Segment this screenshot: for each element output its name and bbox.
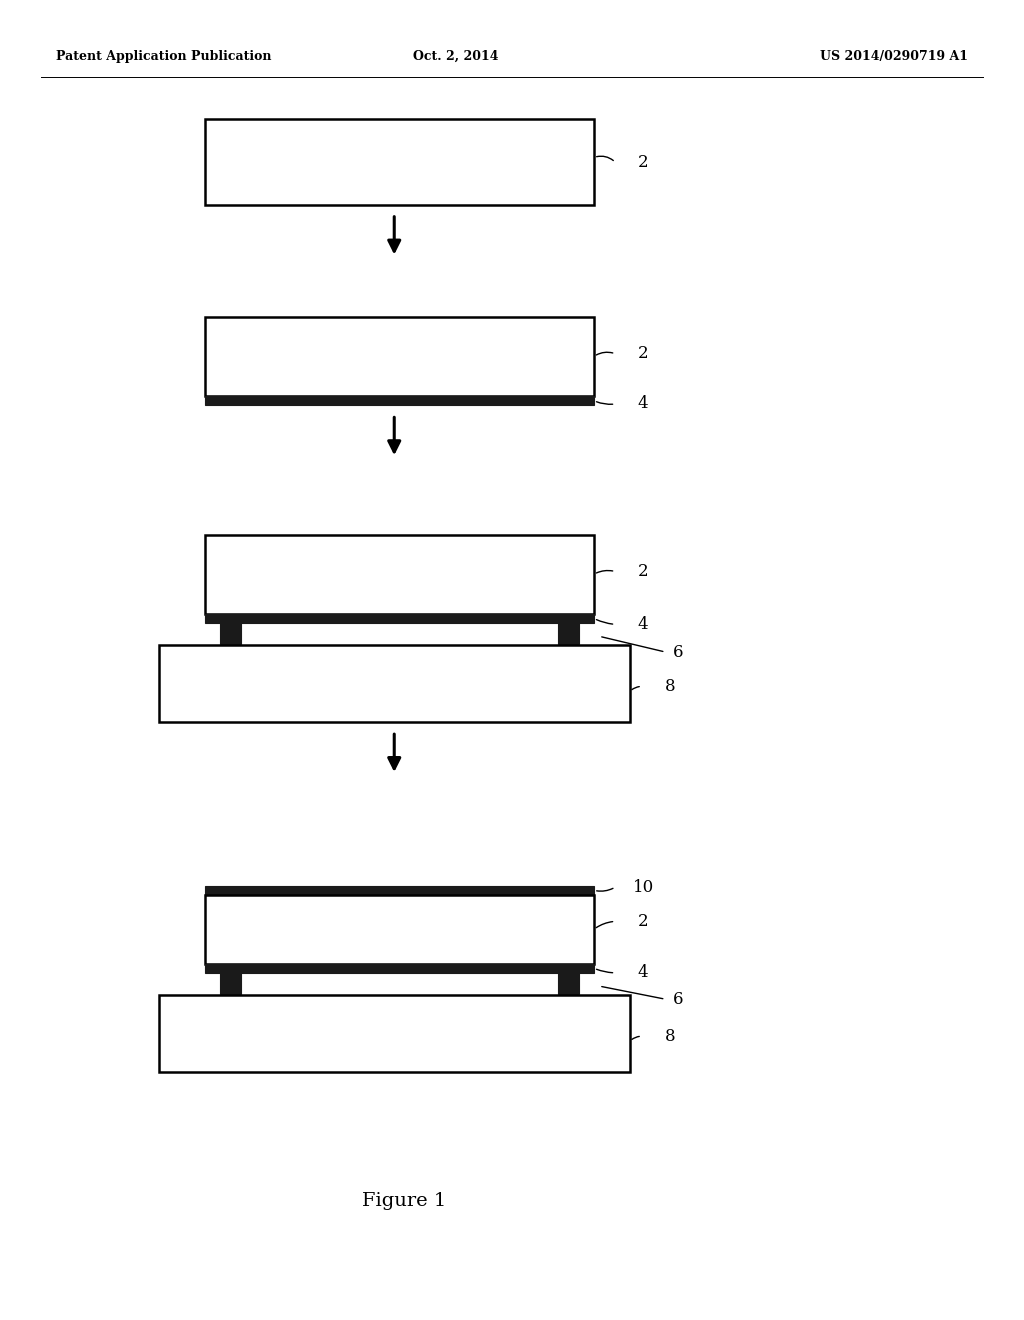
Text: 8: 8 (665, 1028, 675, 1044)
Text: Patent Application Publication: Patent Application Publication (56, 50, 271, 63)
Bar (558, 973, 579, 994)
Bar (159, 995, 630, 1072)
Text: Oct. 2, 2014: Oct. 2, 2014 (413, 50, 499, 63)
Bar (205, 964, 594, 973)
Bar (205, 396, 594, 405)
Bar (205, 317, 594, 396)
Text: US 2014/0290719 A1: US 2014/0290719 A1 (819, 50, 968, 63)
Text: Figure 1: Figure 1 (362, 1192, 446, 1210)
Text: 2: 2 (638, 154, 648, 170)
Text: 2: 2 (638, 564, 648, 579)
Bar (205, 614, 594, 623)
Bar (205, 535, 594, 614)
Text: 8: 8 (665, 678, 675, 694)
Bar (159, 645, 630, 722)
Text: 4: 4 (638, 396, 648, 412)
Bar (558, 623, 579, 644)
Bar (220, 973, 241, 994)
Text: 10: 10 (633, 879, 653, 895)
Text: 4: 4 (638, 965, 648, 981)
Text: 2: 2 (638, 913, 648, 929)
Text: 4: 4 (638, 616, 648, 632)
Text: 2: 2 (638, 346, 648, 362)
Bar (220, 623, 241, 644)
Text: 6: 6 (673, 644, 683, 660)
Bar (205, 895, 594, 964)
Bar (205, 119, 594, 205)
Bar (205, 886, 594, 895)
Text: 6: 6 (673, 991, 683, 1007)
